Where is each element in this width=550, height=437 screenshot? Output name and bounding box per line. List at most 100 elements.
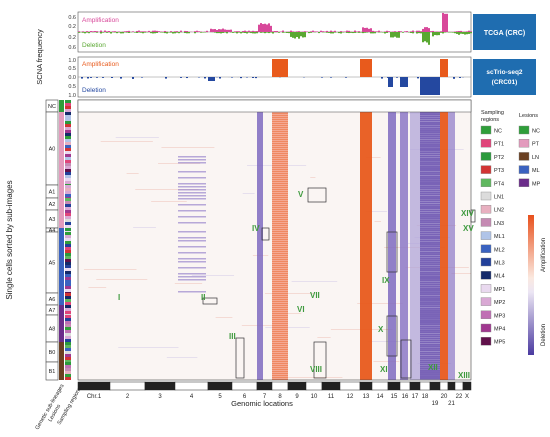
sc-del-bar <box>111 77 113 78</box>
chrom-band-4 <box>174 381 209 391</box>
tcga-amp-bar <box>444 13 446 32</box>
sampling-strip <box>65 188 71 191</box>
heatmap-texture <box>420 345 440 346</box>
lesion-strip <box>59 342 64 362</box>
chrom-band-18 <box>419 381 431 391</box>
tcga-ytick-3: 0.2 <box>68 35 76 41</box>
tcga-amp-bar <box>364 27 366 32</box>
sampling-strip <box>65 286 71 289</box>
lesion-strip <box>59 185 64 198</box>
sampling-strip <box>65 139 71 142</box>
heatmap-texture <box>272 235 288 236</box>
heatmap-texture <box>272 181 288 182</box>
tcga-del-bar <box>244 32 246 34</box>
tcga-amp-bar <box>274 31 276 32</box>
sampling-legend-label-pt2: PT2 <box>494 155 504 161</box>
sampling-strip <box>65 133 71 136</box>
sampling-legend-swatch <box>480 218 492 227</box>
tcga-del-bar <box>96 32 98 33</box>
heatmap-texture <box>420 211 440 212</box>
heatmap-texture <box>272 373 288 374</box>
tcga-del-bar <box>458 32 460 35</box>
sc-del-bar <box>321 77 323 78</box>
tcga-del-bar <box>278 32 280 33</box>
sc-del-bar <box>255 77 257 79</box>
sampling-strip <box>65 241 71 244</box>
sampling-strip <box>65 256 71 259</box>
sublineage-label-b1: B1 <box>49 369 56 375</box>
heatmap-texture <box>272 133 288 134</box>
tcga-amp-bar <box>456 31 458 32</box>
heatmap-texture <box>272 189 288 190</box>
nc-row <box>77 99 472 113</box>
tcga-del-bar <box>410 32 412 34</box>
lesion-legend-swatch <box>518 178 530 188</box>
heatmap-column-band <box>420 112 440 380</box>
tcga-amp-bar <box>346 30 348 32</box>
sampling-strip <box>65 333 71 336</box>
sc-del-bar <box>231 77 233 78</box>
heatmap-texture <box>272 289 288 290</box>
tcga-del-bar <box>438 32 440 36</box>
tcga-amp-bar <box>322 31 324 32</box>
heatmap-texture <box>272 317 288 318</box>
tcga-del-bar <box>110 32 112 34</box>
heatmap-texture <box>420 185 440 186</box>
heatmap-texture <box>420 305 440 306</box>
heatmap-texture <box>420 189 440 190</box>
sampling-strip <box>65 247 71 250</box>
sampling-strip <box>65 136 71 139</box>
heatmap-texture <box>272 283 288 284</box>
sampling-strip <box>65 324 71 327</box>
heatmap-noise <box>291 281 338 282</box>
tcga-del-bar <box>200 32 202 33</box>
tcga-amp-bar <box>136 30 138 32</box>
sublineage-label-a5: A5 <box>49 261 56 267</box>
tcga-amp-bar <box>442 12 444 32</box>
heatmap-texture <box>420 117 440 118</box>
sampling-strip <box>65 207 71 210</box>
tcga-del-bar <box>382 32 384 33</box>
tcga-amp-bar <box>366 27 368 32</box>
heatmap-texture <box>420 137 440 138</box>
heatmap-cnv-band <box>178 204 206 206</box>
heatmap-texture <box>420 205 440 206</box>
tcga-amp-bar <box>388 31 390 32</box>
tcga-amp-bar <box>320 30 322 32</box>
tcga-del-bar <box>218 32 220 34</box>
roman-label-iv: IV <box>252 224 260 233</box>
tcga-del-bar <box>102 32 104 33</box>
heatmap-rows <box>83 113 471 378</box>
tcga-del-bar <box>362 32 364 34</box>
sampling-strip <box>65 213 71 216</box>
heatmap-texture <box>272 149 288 150</box>
heatmap-texture <box>272 193 288 194</box>
heatmap-cnv-band <box>178 210 206 212</box>
sc-del-bar <box>120 77 122 79</box>
tcga-del-bar <box>234 32 236 33</box>
tcga-amp-bar <box>298 31 300 32</box>
sampling-strip <box>65 336 71 339</box>
heatmap-texture <box>420 239 440 240</box>
heatmap-texture <box>272 199 288 200</box>
tcga-amp-bar <box>184 30 186 32</box>
sampling-legend-swatch <box>480 257 492 267</box>
tcga-amp-bar <box>314 31 316 32</box>
heatmap-texture <box>420 333 440 334</box>
heatmap-texture <box>272 167 288 168</box>
heatmap-texture <box>272 327 288 328</box>
tcga-del-bar <box>184 32 186 34</box>
tcga-amp-bar <box>176 31 178 32</box>
heatmap-texture <box>272 249 288 250</box>
sampling-strip <box>65 124 71 127</box>
tcga-del-bar <box>386 32 388 33</box>
tcga-del-bar <box>434 32 436 36</box>
roman-label-iii: III <box>229 332 236 341</box>
sampling-strip <box>65 127 71 130</box>
heatmap-texture <box>420 183 440 184</box>
sampling-legend-swatch <box>480 191 492 201</box>
heatmap-columns <box>257 112 455 380</box>
heatmap-texture <box>420 295 440 296</box>
tcga-amp-bar <box>218 29 220 32</box>
sampling-legend-swatch <box>480 204 492 214</box>
